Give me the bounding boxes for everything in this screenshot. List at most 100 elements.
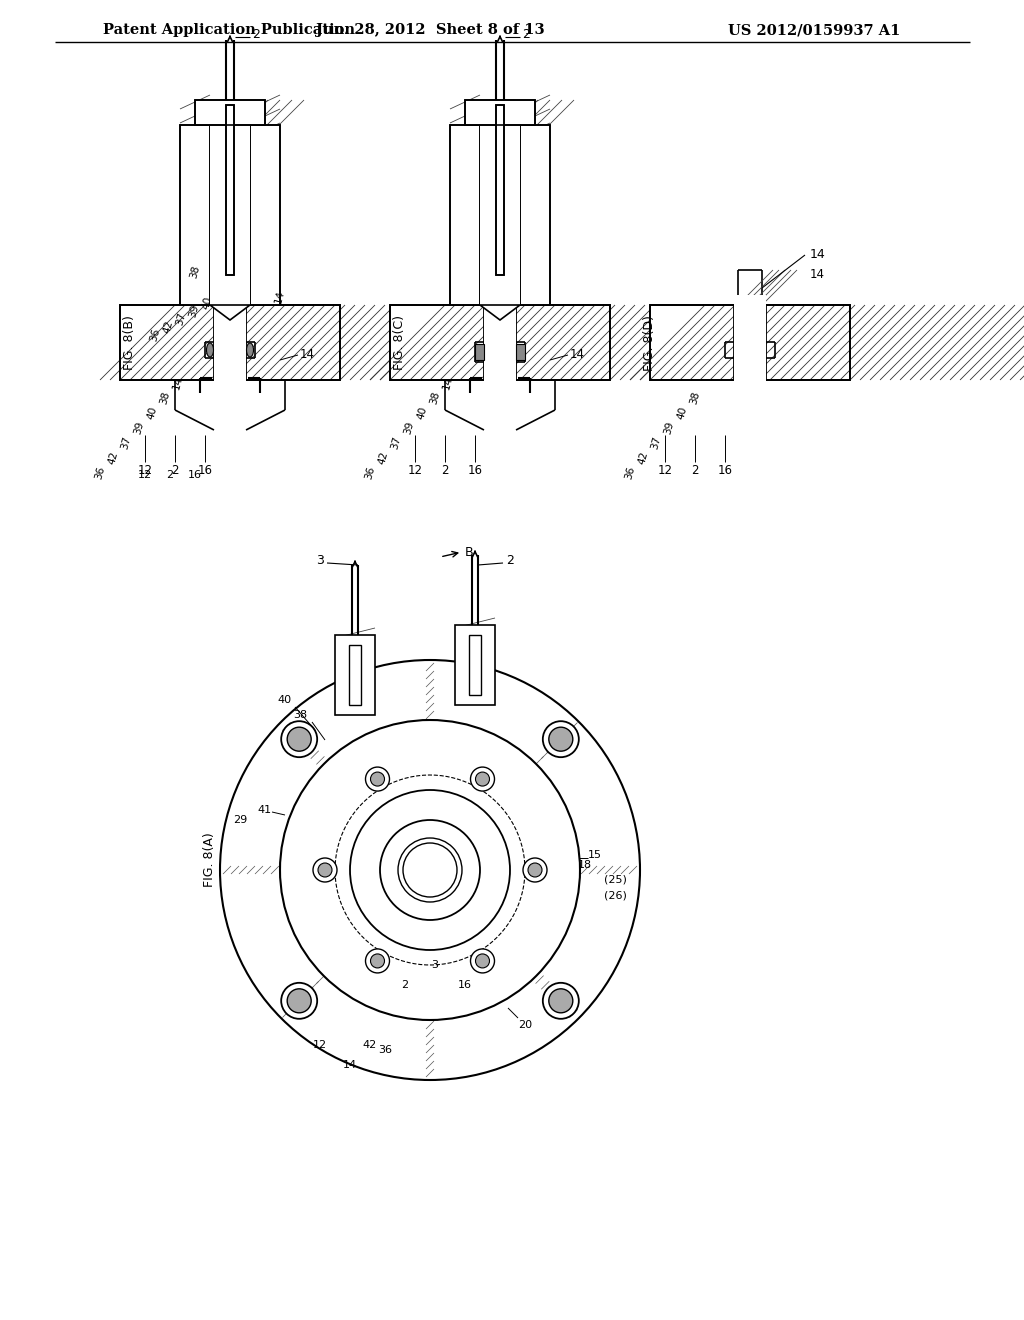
Text: 42: 42 [362, 1040, 377, 1049]
Bar [520, 125, 550, 305]
Bar [520, 125, 550, 305]
Bar [496, 106, 504, 275]
Text: 37: 37 [174, 312, 187, 326]
Polygon shape [210, 305, 250, 319]
Text: 38: 38 [293, 710, 307, 719]
Bar [390, 305, 610, 380]
Text: 40: 40 [201, 296, 214, 310]
Text: 40: 40 [676, 405, 688, 421]
Bar [226, 106, 234, 275]
Bar [475, 345, 484, 360]
Circle shape [313, 858, 337, 882]
Circle shape [380, 820, 480, 920]
Text: 38: 38 [688, 391, 701, 405]
Ellipse shape [207, 343, 213, 356]
Bar [469, 635, 481, 696]
Text: 16: 16 [468, 463, 482, 477]
Circle shape [549, 989, 572, 1012]
Text: 14: 14 [171, 375, 184, 391]
Text: 38: 38 [428, 391, 441, 405]
Circle shape [475, 954, 489, 968]
Circle shape [528, 863, 542, 876]
Circle shape [280, 719, 580, 1020]
Text: 39: 39 [187, 304, 201, 318]
Circle shape [543, 983, 579, 1019]
Text: 16: 16 [188, 470, 202, 480]
Circle shape [366, 949, 389, 973]
Text: 16: 16 [458, 979, 472, 990]
Circle shape [282, 983, 317, 1019]
Text: 2: 2 [506, 553, 514, 566]
Bar [496, 106, 504, 275]
Text: 2: 2 [171, 463, 179, 477]
Text: 41: 41 [258, 805, 272, 814]
Text: Jun. 28, 2012  Sheet 8 of 13: Jun. 28, 2012 Sheet 8 of 13 [315, 22, 545, 37]
Bar [450, 125, 480, 305]
Bar [465, 100, 535, 125]
Bar [335, 635, 375, 715]
Text: 12: 12 [137, 463, 153, 477]
Text: 2: 2 [252, 29, 260, 41]
Text: 29: 29 [232, 814, 247, 825]
Polygon shape [480, 305, 520, 319]
Circle shape [366, 767, 389, 791]
Text: 36: 36 [93, 466, 106, 480]
Text: 39: 39 [402, 420, 416, 436]
Circle shape [403, 843, 457, 898]
Circle shape [371, 772, 384, 787]
Text: 16: 16 [198, 463, 213, 477]
Text: FIG. 8(A): FIG. 8(A) [204, 833, 216, 887]
Circle shape [287, 989, 311, 1012]
Circle shape [282, 721, 317, 758]
Text: 40: 40 [278, 696, 292, 705]
Text: FIG. 8(C): FIG. 8(C) [393, 315, 407, 371]
Text: 42: 42 [637, 450, 649, 466]
Text: 18: 18 [578, 861, 592, 870]
Text: 12: 12 [657, 463, 673, 477]
Text: 12: 12 [313, 1040, 327, 1049]
Text: 40: 40 [145, 405, 159, 421]
Text: 38: 38 [159, 391, 172, 405]
Bar [180, 125, 210, 305]
Bar [390, 305, 610, 380]
Bar [195, 100, 265, 125]
Text: (26): (26) [603, 890, 627, 900]
Text: 40: 40 [416, 405, 428, 421]
Text: 36: 36 [624, 466, 637, 480]
Text: 3: 3 [431, 960, 438, 970]
Text: 12: 12 [138, 470, 152, 480]
Text: 16: 16 [718, 463, 732, 477]
Text: 14: 14 [343, 1060, 357, 1071]
Bar [650, 305, 850, 380]
Text: 12: 12 [408, 463, 423, 477]
Text: FIG. 8(B): FIG. 8(B) [124, 315, 136, 371]
Bar [484, 294, 516, 389]
Text: 14: 14 [810, 268, 825, 281]
Bar [650, 305, 850, 380]
Circle shape [470, 767, 495, 791]
Circle shape [549, 727, 572, 751]
Circle shape [318, 863, 332, 876]
Bar [734, 294, 766, 389]
Text: 38: 38 [188, 264, 202, 280]
Text: 37: 37 [120, 436, 132, 450]
Text: (25): (25) [603, 875, 627, 884]
Text: 36: 36 [378, 1045, 392, 1055]
Bar [226, 106, 234, 275]
Text: 37: 37 [649, 436, 663, 450]
Circle shape [287, 727, 311, 751]
Bar [450, 125, 480, 305]
Bar [480, 125, 520, 305]
Text: 14: 14 [441, 375, 455, 391]
Circle shape [475, 772, 489, 787]
Bar [455, 624, 495, 705]
Bar [195, 100, 265, 125]
Bar [349, 645, 361, 705]
Text: Patent Application Publication: Patent Application Publication [103, 22, 355, 37]
Text: 3: 3 [316, 553, 324, 566]
Text: 14: 14 [570, 348, 585, 362]
Text: 39: 39 [663, 420, 676, 436]
Text: 2: 2 [691, 463, 698, 477]
Circle shape [398, 838, 462, 902]
Bar [250, 125, 280, 305]
